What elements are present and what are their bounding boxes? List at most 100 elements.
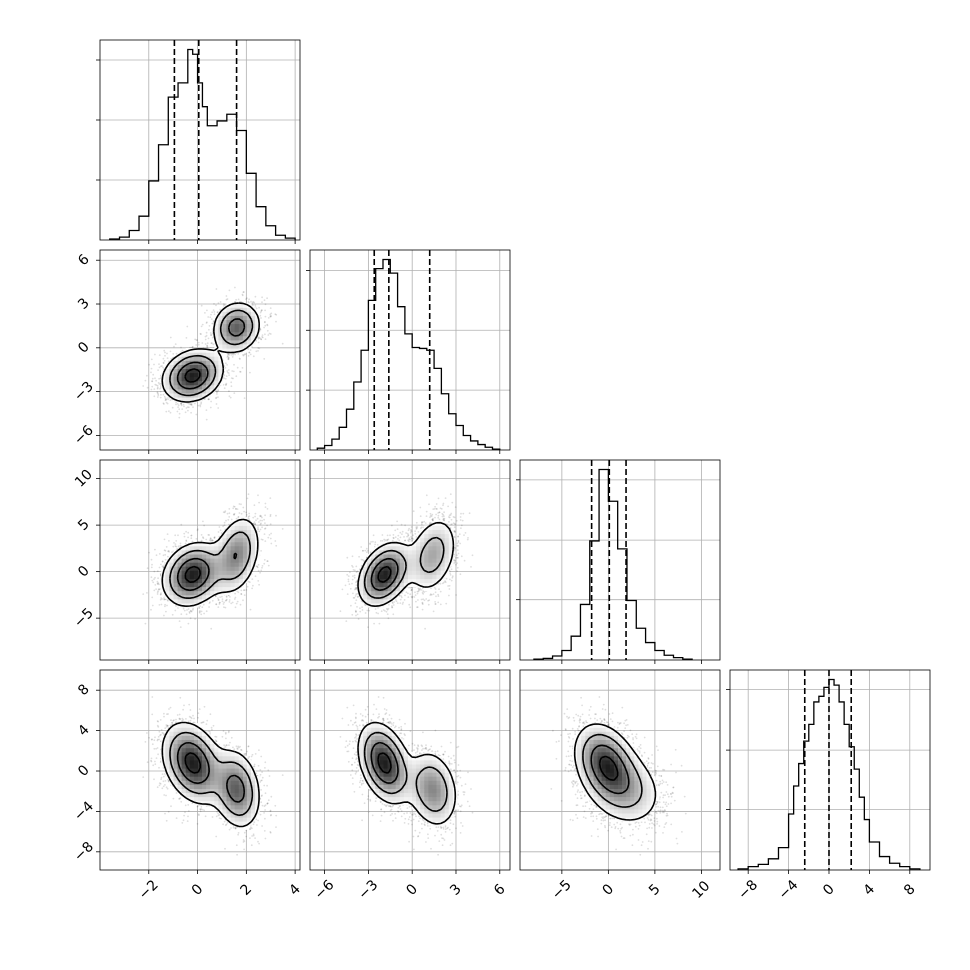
- density-cell: [238, 315, 244, 320]
- density-cell: [214, 339, 219, 345]
- sample-point: [225, 383, 228, 386]
- sample-point: [162, 402, 165, 405]
- sample-point: [263, 299, 266, 302]
- density-cell: [230, 343, 236, 349]
- density-cell: [181, 396, 187, 402]
- sample-point: [168, 540, 170, 542]
- sample-point: [211, 539, 214, 542]
- sample-point: [269, 307, 272, 309]
- sample-point: [230, 381, 233, 384]
- sample-point: [208, 325, 211, 327]
- sample-point: [227, 369, 230, 371]
- density-cell: [218, 372, 224, 378]
- sample-point: [225, 295, 228, 297]
- sample-point: [182, 607, 185, 610]
- density-cell: [218, 380, 224, 386]
- sample-point: [236, 508, 239, 510]
- sample-point: [205, 538, 208, 541]
- density-cell: [193, 364, 199, 369]
- sample-point: [217, 599, 220, 601]
- density-cell: [189, 380, 195, 386]
- density-cell: [226, 335, 232, 341]
- sample-point: [173, 345, 175, 348]
- sample-point: [237, 353, 240, 355]
- sample-point: [204, 338, 207, 341]
- sample-point: [160, 365, 162, 368]
- sample-point: [152, 373, 155, 376]
- sample-point: [224, 384, 227, 386]
- sample-point: [263, 321, 266, 324]
- density-cell: [189, 376, 195, 382]
- sample-point: [219, 301, 222, 303]
- sample-point: [221, 600, 224, 603]
- sample-point: [195, 538, 198, 540]
- sample-point: [164, 354, 166, 357]
- sample-point: [200, 613, 203, 616]
- sample-point: [227, 354, 230, 356]
- density-cell: [173, 384, 179, 390]
- sample-point: [254, 515, 256, 518]
- density-cell: [206, 364, 211, 369]
- sample-point: [154, 353, 156, 356]
- sample-point: [239, 370, 241, 373]
- sample-point: [258, 583, 260, 586]
- density-cell: [185, 356, 191, 361]
- sample-point: [257, 350, 259, 352]
- sample-point: [264, 321, 266, 323]
- sample-point: [225, 595, 228, 598]
- density-cell: [202, 356, 207, 361]
- sample-point: [275, 320, 277, 323]
- sample-point: [148, 363, 151, 366]
- density-cell: [234, 323, 240, 329]
- density-cell: [173, 376, 179, 382]
- sample-point: [175, 401, 178, 404]
- sample-point: [222, 303, 225, 306]
- sample-point: [217, 396, 219, 398]
- sample-point: [248, 298, 251, 301]
- density-cell: [181, 388, 187, 394]
- sample-point: [242, 354, 245, 357]
- sample-point: [167, 550, 169, 553]
- sample-point: [264, 303, 267, 306]
- sample-point: [269, 523, 272, 526]
- sample-point: [261, 301, 263, 304]
- sample-point: [176, 403, 179, 405]
- density-cell: [210, 384, 215, 390]
- sample-point: [188, 612, 191, 614]
- density-cell: [214, 368, 219, 374]
- sample-point: [211, 336, 214, 339]
- sample-point: [185, 337, 188, 339]
- sample-point: [257, 527, 259, 530]
- sample-point: [225, 375, 228, 378]
- sample-point: [270, 315, 272, 317]
- sample-point: [222, 305, 225, 307]
- density-cell: [230, 303, 236, 308]
- density-cell: [185, 352, 191, 357]
- sample-point: [254, 304, 257, 307]
- sample-point: [223, 606, 225, 608]
- density-cell: [214, 372, 219, 378]
- tick-label-y: −6: [71, 422, 97, 448]
- sample-point: [154, 377, 156, 380]
- sample-point: [258, 336, 260, 338]
- sample-point: [263, 326, 265, 329]
- sample-point: [210, 342, 213, 344]
- sample-point: [146, 374, 148, 377]
- sample-point: [169, 350, 172, 353]
- sample-point: [249, 349, 252, 351]
- density-cell: [202, 372, 207, 378]
- density-cell: [193, 396, 199, 402]
- sample-point: [164, 549, 167, 552]
- density-cell: [198, 348, 203, 353]
- density-cell: [198, 392, 203, 398]
- sample-point: [163, 360, 166, 362]
- sample-point: [248, 351, 251, 354]
- sample-point: [181, 408, 184, 410]
- sample-point: [261, 519, 263, 522]
- sample-point: [216, 311, 219, 314]
- sample-point: [241, 294, 244, 297]
- sample-point: [218, 535, 221, 538]
- sample-point: [228, 289, 231, 292]
- sample-point: [219, 308, 222, 311]
- density-cell: [198, 376, 203, 382]
